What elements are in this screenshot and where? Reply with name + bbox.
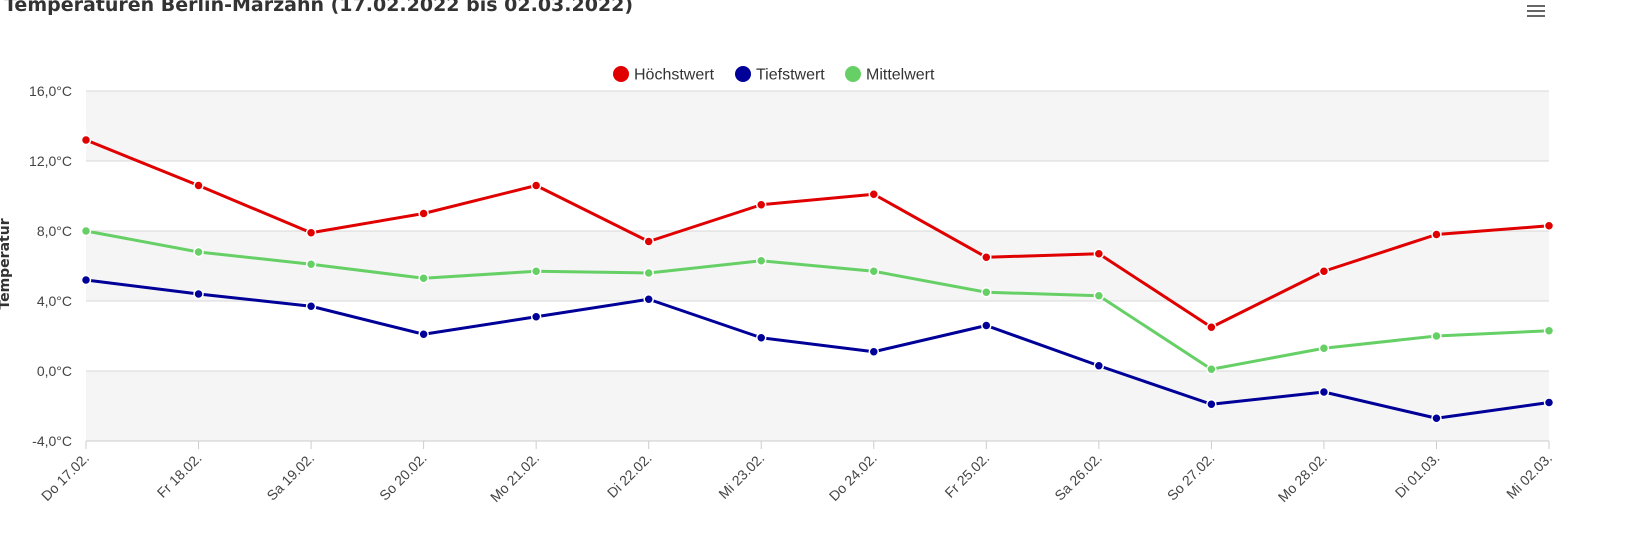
- y-tick-label: 16,0°C: [29, 83, 72, 99]
- legend-item-tiefstwert[interactable]: Tiefstwert: [735, 66, 825, 84]
- x-tick-label: Do 24.02.: [826, 450, 880, 504]
- data-point: [80, 225, 92, 237]
- data-point: [1318, 386, 1330, 398]
- x-tick-label: Fr 25.02.: [941, 450, 992, 501]
- series-mittelwert: [80, 225, 1555, 375]
- y-tick-label: 12,0°C: [29, 153, 72, 169]
- data-point: [643, 236, 654, 247]
- data-point: [1093, 360, 1105, 371]
- x-tick-label: Di 01.03.: [1392, 450, 1443, 501]
- series-höchstwert: [80, 134, 1555, 333]
- y-tick-label: 0,0°C: [37, 363, 72, 379]
- plot-band: [86, 371, 1549, 441]
- legend-label: Tiefstwert: [756, 67, 825, 84]
- series-line: [84, 229, 1551, 371]
- data-point: [1543, 220, 1555, 231]
- x-tick-label: Di 22.02.: [604, 450, 655, 501]
- data-point: [418, 329, 429, 340]
- data-point: [193, 288, 204, 300]
- legend-marker: [845, 66, 861, 82]
- data-point: [305, 301, 317, 312]
- legend-label: Mittelwert: [866, 67, 935, 84]
- data-point: [1206, 399, 1217, 410]
- data-point: [418, 273, 429, 284]
- legend-marker: [613, 66, 629, 82]
- hamburger-menu-icon[interactable]: [1522, 2, 1550, 22]
- series-lines: [80, 134, 1555, 424]
- data-point: [305, 259, 317, 270]
- plot-band: [86, 91, 1549, 161]
- x-axis-ticks: Do 17.02. Fr 18.02. Sa 19.02. So 20.02. Mo 2…: [38, 440, 1555, 505]
- data-point: [981, 320, 992, 331]
- x-tick-label: So 20.02.: [376, 450, 430, 504]
- data-point: [755, 199, 767, 210]
- x-tick-label: Mi 02.03.: [1503, 450, 1555, 502]
- data-point: [643, 294, 654, 305]
- data-point: [981, 287, 992, 298]
- y-tick-label: 8,0°C: [37, 223, 72, 239]
- data-point: [868, 266, 880, 277]
- data-point: [1318, 266, 1330, 277]
- data-point: [755, 332, 767, 343]
- data-point: [530, 311, 542, 322]
- x-tick-label: Fr 18.02.: [154, 450, 205, 501]
- data-point: [868, 189, 880, 200]
- legend-item-höchstwert[interactable]: Höchstwert: [613, 66, 715, 84]
- data-point: [305, 227, 317, 238]
- legend-item-mittelwert[interactable]: Mittelwert: [845, 66, 935, 84]
- data-point: [868, 346, 880, 357]
- data-point: [643, 267, 654, 279]
- data-point: [1206, 364, 1217, 375]
- legend: Höchstwert Tiefstwert Mittelwert: [613, 66, 935, 84]
- chart-title: Temperaturen Berlin-Marzahn (17.02.2022 …: [4, 0, 634, 16]
- x-tick-label: Sa 19.02.: [264, 450, 318, 504]
- data-point: [1543, 325, 1555, 336]
- data-point: [1093, 290, 1105, 301]
- x-tick-label: Mo 28.02.: [1275, 450, 1330, 505]
- data-point: [193, 246, 204, 258]
- data-point: [80, 274, 92, 286]
- data-point: [80, 134, 92, 146]
- x-tick-label: Mo 21.02.: [487, 450, 542, 505]
- data-point: [1431, 413, 1442, 424]
- x-tick-label: Mi 23.02.: [715, 450, 767, 502]
- data-point: [418, 208, 429, 219]
- data-point: [1093, 248, 1105, 259]
- y-tick-label: 4,0°C: [37, 293, 72, 309]
- data-point: [530, 180, 542, 191]
- data-point: [1206, 322, 1217, 333]
- series-tiefstwert: [80, 274, 1555, 424]
- x-tick-label: Do 17.02.: [38, 450, 92, 504]
- x-tick-label: Sa 26.02.: [1051, 450, 1105, 504]
- series-line: [84, 278, 1551, 420]
- data-point: [1431, 229, 1442, 240]
- x-tick-label: So 27.02.: [1164, 450, 1218, 504]
- legend-marker: [735, 66, 751, 82]
- series-line: [84, 138, 1551, 329]
- data-point: [1543, 397, 1555, 408]
- data-point: [755, 255, 767, 266]
- y-tick-label: -4,0°C: [32, 433, 72, 449]
- data-point: [1318, 343, 1330, 354]
- data-point: [981, 252, 992, 263]
- data-point: [1431, 330, 1442, 342]
- y-axis-ticks: -4,0°C 0,0°C 4,0°C 8,0°C 12,0°C 16,0°C: [29, 83, 72, 449]
- data-point: [193, 180, 204, 191]
- data-point: [530, 266, 542, 277]
- y-axis-title: Temperatur: [0, 218, 13, 309]
- legend-label: Höchstwert: [634, 67, 715, 84]
